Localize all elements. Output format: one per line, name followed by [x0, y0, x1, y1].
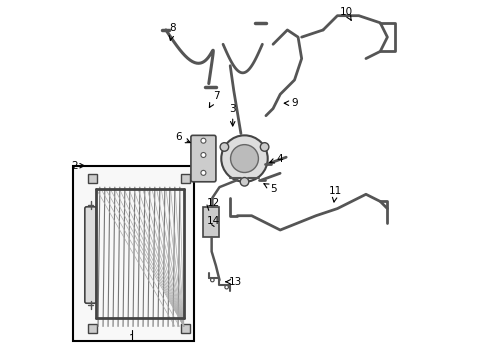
Text: 9: 9 [284, 98, 297, 108]
Text: 12: 12 [206, 198, 220, 208]
Circle shape [221, 135, 267, 182]
FancyBboxPatch shape [84, 207, 96, 303]
Circle shape [201, 138, 205, 143]
Bar [88, 174, 97, 183]
Circle shape [201, 170, 205, 175]
Text: 14: 14 [206, 216, 220, 226]
Text: 1: 1 [128, 334, 135, 344]
Text: 11: 11 [328, 186, 342, 202]
Circle shape [220, 143, 228, 151]
Text: 3: 3 [229, 104, 236, 126]
Circle shape [240, 177, 248, 186]
Circle shape [260, 143, 268, 151]
Bar [181, 174, 189, 183]
Circle shape [224, 285, 228, 289]
Text: 4: 4 [269, 154, 283, 163]
Circle shape [210, 278, 214, 282]
Text: 2: 2 [71, 161, 84, 171]
Bar [181, 324, 189, 333]
Bar [73, 166, 194, 341]
Text: 5: 5 [264, 184, 276, 194]
Bar [88, 324, 97, 333]
Text: 13: 13 [225, 277, 242, 287]
FancyBboxPatch shape [190, 135, 216, 182]
Circle shape [201, 153, 205, 157]
Text: 8: 8 [169, 23, 176, 40]
Text: 10: 10 [339, 7, 352, 20]
Circle shape [230, 145, 258, 172]
Text: 6: 6 [175, 132, 190, 143]
Text: 7: 7 [209, 91, 219, 108]
Bar [203, 207, 219, 237]
